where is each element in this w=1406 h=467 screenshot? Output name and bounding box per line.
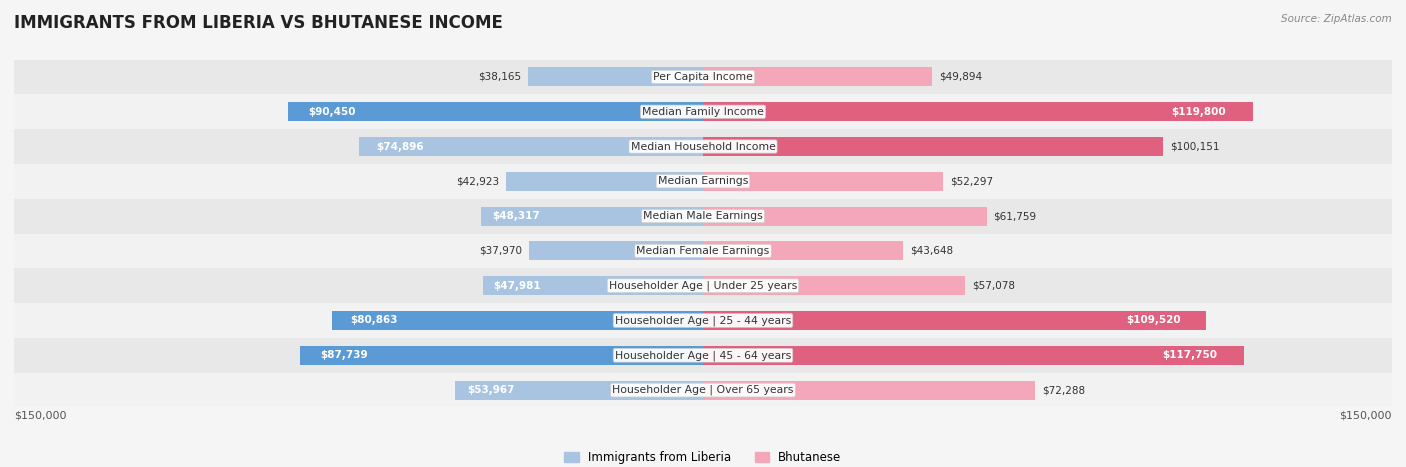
Text: $47,981: $47,981	[494, 281, 541, 290]
Bar	[359, 137, 703, 156]
Bar	[456, 381, 703, 400]
Text: Householder Age | 25 - 44 years: Householder Age | 25 - 44 years	[614, 315, 792, 326]
Text: Householder Age | 45 - 64 years: Householder Age | 45 - 64 years	[614, 350, 792, 361]
Bar	[14, 303, 1392, 338]
Bar	[482, 276, 703, 295]
Bar	[527, 67, 703, 86]
Bar	[529, 241, 703, 261]
Text: Per Capita Income: Per Capita Income	[652, 72, 754, 82]
Text: Median Male Earnings: Median Male Earnings	[643, 211, 763, 221]
Bar	[506, 172, 703, 191]
Text: $72,288: $72,288	[1042, 385, 1085, 395]
Bar	[288, 102, 703, 121]
Text: $100,151: $100,151	[1170, 142, 1219, 151]
Text: $150,000: $150,000	[14, 411, 66, 421]
Bar	[332, 311, 703, 330]
Text: $38,165: $38,165	[478, 72, 520, 82]
Bar	[703, 206, 987, 226]
Bar	[14, 94, 1392, 129]
Bar	[703, 67, 932, 86]
Bar	[14, 164, 1392, 198]
Text: Median Family Income: Median Family Income	[643, 107, 763, 117]
Bar	[299, 346, 703, 365]
Text: $48,317: $48,317	[492, 211, 540, 221]
Bar	[703, 102, 1253, 121]
Text: $43,648: $43,648	[910, 246, 953, 256]
Text: $37,970: $37,970	[478, 246, 522, 256]
Bar	[703, 172, 943, 191]
Text: $119,800: $119,800	[1171, 107, 1226, 117]
Text: $90,450: $90,450	[308, 107, 356, 117]
Bar	[14, 59, 1392, 94]
Text: $49,894: $49,894	[939, 72, 983, 82]
Text: $87,739: $87,739	[321, 350, 368, 360]
Bar	[703, 276, 965, 295]
Text: $53,967: $53,967	[468, 385, 515, 395]
Text: Source: ZipAtlas.com: Source: ZipAtlas.com	[1281, 14, 1392, 24]
Bar	[481, 206, 703, 226]
Bar	[14, 234, 1392, 269]
Bar	[703, 137, 1163, 156]
Text: $109,520: $109,520	[1126, 316, 1181, 325]
Text: $80,863: $80,863	[350, 316, 398, 325]
Text: $150,000: $150,000	[1340, 411, 1392, 421]
Text: Median Household Income: Median Household Income	[630, 142, 776, 151]
Bar	[14, 269, 1392, 303]
Text: $74,896: $74,896	[377, 142, 423, 151]
Bar	[14, 198, 1392, 234]
Bar	[14, 338, 1392, 373]
Text: Median Female Earnings: Median Female Earnings	[637, 246, 769, 256]
Bar	[14, 373, 1392, 408]
Bar	[703, 311, 1206, 330]
Text: $61,759: $61,759	[994, 211, 1036, 221]
Text: Householder Age | Over 65 years: Householder Age | Over 65 years	[612, 385, 794, 396]
Text: $42,923: $42,923	[456, 177, 499, 186]
Text: $117,750: $117,750	[1161, 350, 1216, 360]
Bar	[703, 381, 1035, 400]
Bar	[703, 346, 1244, 365]
Bar	[703, 241, 904, 261]
Text: IMMIGRANTS FROM LIBERIA VS BHUTANESE INCOME: IMMIGRANTS FROM LIBERIA VS BHUTANESE INC…	[14, 14, 503, 32]
Legend: Immigrants from Liberia, Bhutanese: Immigrants from Liberia, Bhutanese	[560, 446, 846, 467]
Text: $52,297: $52,297	[950, 177, 993, 186]
Bar	[14, 129, 1392, 164]
Text: Median Earnings: Median Earnings	[658, 177, 748, 186]
Text: Householder Age | Under 25 years: Householder Age | Under 25 years	[609, 281, 797, 291]
Text: $57,078: $57,078	[972, 281, 1015, 290]
